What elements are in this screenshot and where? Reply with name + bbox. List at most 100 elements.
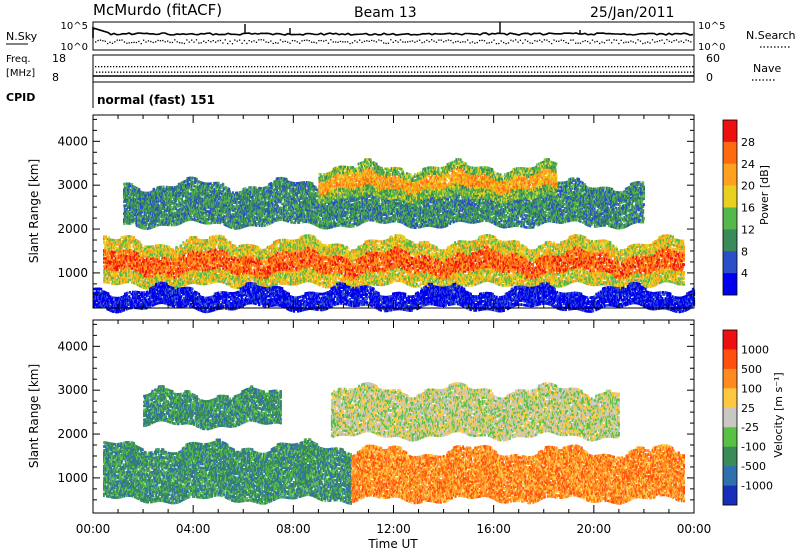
nave-dot bbox=[566, 66, 567, 67]
nsearch-dot bbox=[587, 41, 588, 42]
nave-dot bbox=[327, 72, 328, 73]
echo-cell bbox=[108, 236, 110, 239]
nave-dot bbox=[627, 72, 628, 73]
nave-dot bbox=[636, 72, 637, 73]
nave-dot bbox=[680, 66, 681, 67]
nave-dot bbox=[587, 66, 588, 67]
nave-dot bbox=[449, 66, 450, 67]
nave-dot bbox=[113, 66, 114, 67]
nsearch-dot bbox=[361, 42, 362, 43]
nsearch-dot bbox=[489, 42, 490, 43]
nsearch-dot bbox=[196, 39, 197, 40]
nave-dot bbox=[648, 72, 649, 73]
nave-dot bbox=[141, 72, 142, 73]
nsearch-dot bbox=[623, 42, 624, 43]
nave-dot bbox=[323, 66, 324, 67]
nsearch-dot bbox=[448, 39, 449, 40]
nsearch-dot bbox=[325, 40, 326, 41]
nsearch-dot bbox=[232, 43, 233, 44]
nsearch-dot bbox=[253, 40, 254, 41]
nave-dot bbox=[560, 66, 561, 67]
nsky-panel-frame bbox=[93, 22, 694, 50]
nave-dot bbox=[287, 66, 288, 67]
nave-dot bbox=[213, 72, 214, 73]
nave-dot bbox=[123, 72, 124, 73]
nsearch-dot bbox=[313, 42, 314, 43]
nave-dot bbox=[492, 72, 493, 73]
nave-dot bbox=[380, 66, 381, 67]
nave-dot bbox=[99, 72, 100, 73]
nsearch-dot bbox=[337, 42, 338, 43]
nave-dot bbox=[246, 72, 247, 73]
nsearch-dot bbox=[148, 40, 149, 41]
nave-dot bbox=[651, 72, 652, 73]
nave-dot bbox=[212, 66, 213, 67]
nsearch-dot bbox=[613, 39, 614, 40]
nave-dot bbox=[563, 66, 564, 67]
nave-dot bbox=[381, 72, 382, 73]
nave-dot bbox=[684, 72, 685, 73]
nave-dot bbox=[107, 66, 108, 67]
nave-dot bbox=[591, 72, 592, 73]
nave-dot bbox=[525, 72, 526, 73]
nsearch-dot bbox=[390, 39, 391, 40]
nave-dot bbox=[215, 66, 216, 67]
nave-dot bbox=[608, 66, 609, 67]
nave-dot bbox=[104, 66, 105, 67]
nsearch-dot bbox=[505, 43, 506, 44]
nave-dot bbox=[264, 72, 265, 73]
nsearch-dot bbox=[498, 43, 499, 44]
nsearch-dot bbox=[402, 41, 403, 42]
nave-dot bbox=[675, 72, 676, 73]
nsky-label: N.Sky bbox=[6, 30, 38, 43]
nsearch-dot bbox=[501, 40, 502, 41]
nsearch-dot bbox=[342, 41, 343, 42]
nave-dot bbox=[206, 66, 207, 67]
nsearch-dot bbox=[469, 42, 470, 43]
nsearch-dot bbox=[167, 41, 168, 42]
nave-dot bbox=[116, 66, 117, 67]
nave-dot bbox=[609, 72, 610, 73]
nave-dot bbox=[189, 72, 190, 73]
beam-title: Beam 13 bbox=[354, 5, 417, 21]
nsearch-label: N.Search bbox=[746, 29, 796, 42]
nsearch-dot bbox=[690, 41, 691, 42]
nave-dot bbox=[527, 66, 528, 67]
nsearch-dot bbox=[642, 43, 643, 44]
nave-dot bbox=[659, 66, 660, 67]
nave-dot bbox=[333, 72, 334, 73]
nave-dot bbox=[533, 66, 534, 67]
nave-dot bbox=[114, 72, 115, 73]
nave-dot bbox=[354, 72, 355, 73]
nave-dot bbox=[188, 66, 189, 67]
nsearch-dot bbox=[481, 40, 482, 41]
nave-dot bbox=[575, 66, 576, 67]
nave-dot bbox=[543, 72, 544, 73]
nsearch-dot bbox=[414, 42, 415, 43]
nsearch-dot bbox=[150, 41, 151, 42]
nave-dot bbox=[186, 72, 187, 73]
nsearch-dot bbox=[265, 41, 266, 42]
nave-dot bbox=[203, 66, 204, 67]
nave-dot bbox=[168, 72, 169, 73]
nsearch-dot bbox=[299, 43, 300, 44]
nave-dot bbox=[503, 66, 504, 67]
nave-dot bbox=[219, 72, 220, 73]
nave-dot bbox=[441, 72, 442, 73]
nave-dot bbox=[299, 66, 300, 67]
nave-dot bbox=[258, 72, 259, 73]
nave-dot bbox=[459, 72, 460, 73]
nave-dot bbox=[230, 66, 231, 67]
nave-dot bbox=[497, 66, 498, 67]
nave-dot bbox=[444, 72, 445, 73]
nave-dot bbox=[618, 72, 619, 73]
nsearch-dot bbox=[138, 41, 139, 42]
nsearch-dot bbox=[431, 39, 432, 40]
nave-dot bbox=[510, 72, 511, 73]
nave-dot bbox=[281, 66, 282, 67]
nave-dot bbox=[204, 72, 205, 73]
nave-dot bbox=[153, 72, 154, 73]
nsearch-dot bbox=[354, 40, 355, 41]
nave-dot bbox=[410, 66, 411, 67]
nsearch-dot bbox=[186, 39, 187, 40]
